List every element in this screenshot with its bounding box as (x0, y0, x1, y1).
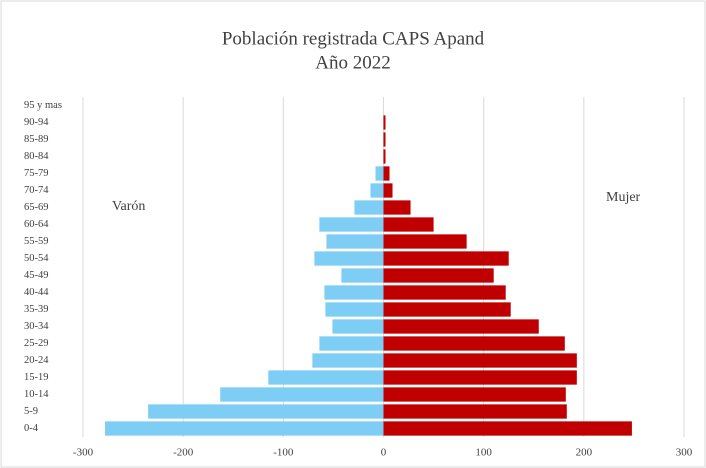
bar (383, 268, 494, 283)
y-tick-label: 70-74 (24, 185, 49, 196)
bar (383, 234, 467, 249)
bar (375, 166, 384, 181)
y-tick-label: 75-79 (24, 168, 49, 179)
series-label: Varón (112, 199, 145, 214)
y-tick-label: 35-39 (24, 304, 49, 315)
y-tick-label: 40-44 (24, 287, 49, 298)
y-tick-label: 10-14 (24, 389, 49, 400)
bar (324, 285, 384, 300)
bar (383, 370, 577, 385)
y-tick-label: 85-89 (24, 134, 49, 145)
y-tick-label: 55-59 (24, 236, 49, 247)
bar (383, 285, 506, 300)
series-label: Mujer (606, 190, 641, 205)
x-tick-label: -300 (73, 447, 94, 459)
y-tick-label: 5-9 (24, 406, 38, 417)
bar (148, 404, 384, 419)
bar (312, 353, 384, 368)
x-tick-label: 100 (475, 447, 492, 459)
bar (354, 200, 384, 215)
y-tick-label: 15-19 (24, 372, 49, 383)
y-tick-label: 25-29 (24, 338, 49, 349)
y-tick-label: 20-24 (24, 355, 49, 366)
chart-subtitle: Año 2022 (315, 52, 390, 73)
bar (383, 319, 539, 334)
x-tick-label: 200 (576, 447, 593, 459)
bar (319, 217, 384, 232)
bar (268, 370, 384, 385)
bar (383, 387, 566, 402)
y-tick-label: 80-84 (24, 151, 49, 162)
bar (105, 421, 384, 436)
y-tick-label: 60-64 (24, 219, 49, 230)
bar (383, 200, 411, 215)
bar (383, 404, 567, 419)
bar (383, 421, 632, 436)
x-tick-label: -100 (273, 447, 294, 459)
y-tick-label: 90-94 (24, 117, 49, 128)
bar (220, 387, 384, 402)
x-tick-label: -200 (173, 447, 194, 459)
bar (314, 251, 384, 266)
y-tick-label: 45-49 (24, 270, 49, 281)
bar (383, 183, 393, 198)
bar (383, 251, 509, 266)
y-tick-label: 0-4 (24, 423, 39, 434)
bar (383, 302, 511, 317)
y-tick-label: 50-54 (24, 253, 49, 264)
bar (383, 336, 565, 351)
x-tick-label: 0 (381, 447, 387, 459)
y-tick-label: 65-69 (24, 202, 49, 213)
bar (383, 217, 434, 232)
bar (341, 268, 384, 283)
bar (319, 336, 384, 351)
bar (370, 183, 384, 198)
bar (383, 132, 386, 147)
bar (326, 234, 384, 249)
chart-title: Población registrada CAPS Apand (222, 28, 485, 49)
bar (383, 166, 390, 181)
bar (383, 115, 386, 130)
x-tick-label: 300 (676, 447, 693, 459)
bar (383, 149, 386, 164)
bar (325, 302, 384, 317)
y-tick-label: 30-34 (24, 321, 49, 332)
bar (332, 319, 384, 334)
y-tick-label: 95 y mas (24, 100, 62, 111)
bar (383, 353, 577, 368)
